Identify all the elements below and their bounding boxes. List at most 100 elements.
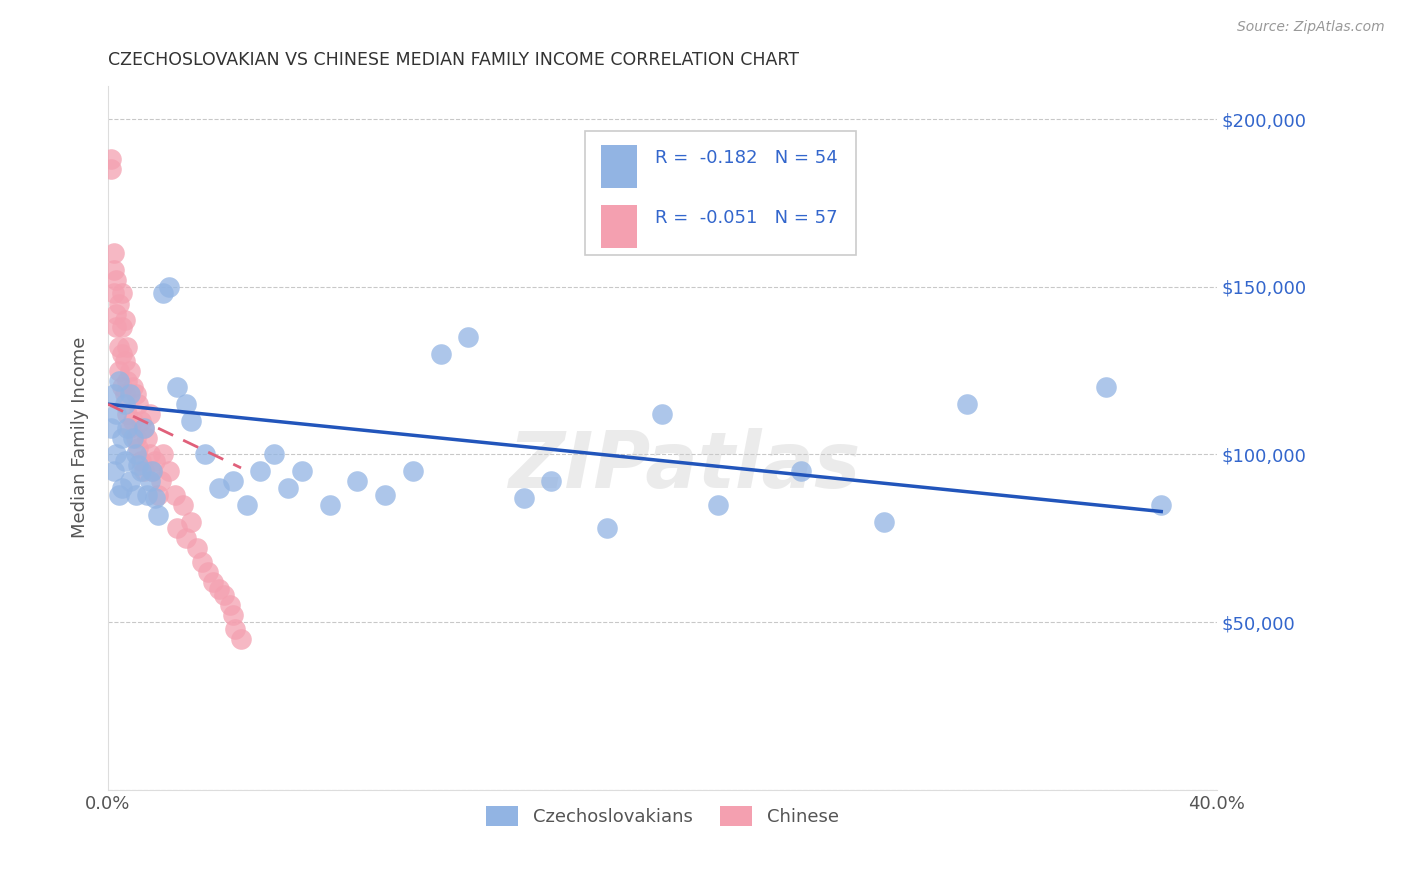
Point: [125, 448, 148, 462]
Point: [229, 632, 252, 646]
Point: [157, 279, 180, 293]
Point: [132, 420, 155, 434]
Point: [108, 364, 131, 378]
Point: [651, 407, 673, 421]
Point: [100, 153, 122, 167]
Point: [152, 286, 174, 301]
Point: [208, 582, 231, 596]
FancyBboxPatch shape: [602, 205, 637, 247]
Point: [108, 340, 131, 354]
Point: [157, 464, 180, 478]
Point: [706, 498, 728, 512]
Point: [222, 608, 245, 623]
Point: [166, 380, 188, 394]
Point: [222, 475, 245, 489]
Point: [111, 380, 134, 394]
Point: [540, 475, 562, 489]
Point: [127, 441, 149, 455]
Point: [513, 491, 536, 505]
Point: [127, 397, 149, 411]
Point: [117, 374, 139, 388]
Point: [138, 448, 160, 462]
Point: [152, 448, 174, 462]
Point: [117, 340, 139, 354]
Point: [129, 454, 152, 468]
Point: [125, 488, 148, 502]
FancyBboxPatch shape: [585, 131, 856, 254]
Point: [125, 431, 148, 445]
Point: [194, 448, 217, 462]
Point: [1150, 498, 1173, 512]
Point: [111, 481, 134, 495]
Point: [105, 307, 128, 321]
Point: [202, 574, 225, 589]
Point: [103, 263, 125, 277]
Point: [114, 313, 136, 327]
Point: [127, 458, 149, 472]
Point: [120, 420, 142, 434]
Point: [120, 475, 142, 489]
Point: [125, 387, 148, 401]
Point: [249, 464, 271, 478]
Point: [138, 475, 160, 489]
Point: [146, 488, 169, 502]
Point: [186, 541, 208, 556]
Point: [132, 420, 155, 434]
Point: [114, 353, 136, 368]
Point: [141, 464, 163, 478]
Point: [103, 387, 125, 401]
Point: [596, 521, 619, 535]
Point: [180, 414, 202, 428]
Point: [111, 320, 134, 334]
Point: [141, 464, 163, 478]
FancyBboxPatch shape: [602, 145, 637, 187]
Point: [146, 508, 169, 522]
Point: [111, 347, 134, 361]
Legend: Czechoslovakians, Chinese: Czechoslovakians, Chinese: [478, 798, 846, 834]
Point: [166, 521, 188, 535]
Point: [277, 481, 299, 495]
Point: [100, 162, 122, 177]
Text: R =  -0.051   N = 57: R = -0.051 N = 57: [655, 209, 837, 227]
Point: [429, 347, 451, 361]
Point: [224, 622, 246, 636]
Point: [208, 481, 231, 495]
Point: [172, 498, 194, 512]
Point: [138, 407, 160, 421]
Point: [117, 407, 139, 421]
Point: [149, 475, 172, 489]
Point: [103, 246, 125, 260]
Point: [105, 273, 128, 287]
Point: [873, 515, 896, 529]
Point: [129, 414, 152, 428]
Point: [122, 431, 145, 445]
Point: [235, 498, 257, 512]
Point: [135, 488, 157, 502]
Point: [105, 407, 128, 421]
Point: [1094, 380, 1116, 394]
Point: [174, 397, 197, 411]
Text: R =  -0.182   N = 54: R = -0.182 N = 54: [655, 149, 838, 167]
Point: [111, 286, 134, 301]
Text: ZIPatlas: ZIPatlas: [509, 428, 860, 504]
Point: [108, 296, 131, 310]
Point: [120, 364, 142, 378]
Point: [219, 599, 242, 613]
Point: [163, 488, 186, 502]
Y-axis label: Median Family Income: Median Family Income: [72, 337, 89, 539]
Point: [105, 448, 128, 462]
Point: [117, 420, 139, 434]
Point: [132, 464, 155, 478]
Point: [319, 498, 342, 512]
Point: [263, 448, 285, 462]
Point: [129, 464, 152, 478]
Point: [457, 330, 479, 344]
Point: [103, 286, 125, 301]
Point: [114, 397, 136, 411]
Point: [374, 488, 396, 502]
Point: [135, 431, 157, 445]
Point: [956, 397, 979, 411]
Point: [143, 491, 166, 505]
Point: [120, 387, 142, 401]
Point: [114, 454, 136, 468]
